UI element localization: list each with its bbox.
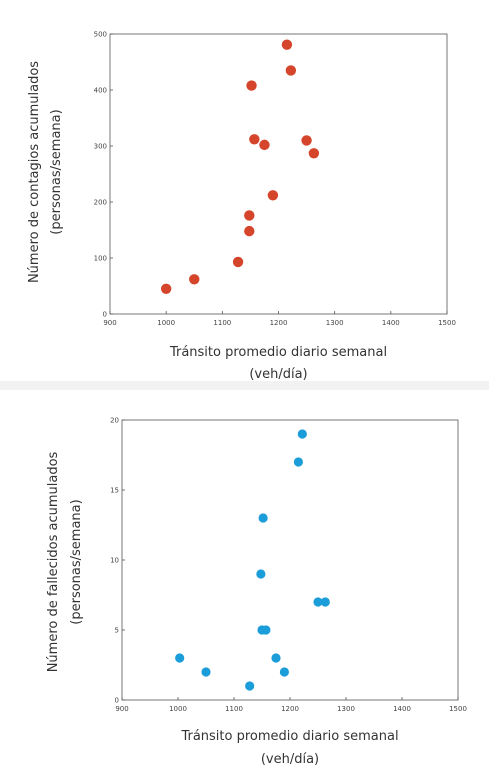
x-tick-label: 900 <box>115 705 128 713</box>
plot-area-frame <box>109 33 448 315</box>
y-tick-label: 10 <box>110 557 119 565</box>
x-tick-label: 1200 <box>270 319 288 327</box>
data-point <box>256 569 266 579</box>
x-tick-label: 1100 <box>213 319 231 327</box>
x-tick-label: 1500 <box>449 705 467 713</box>
x-tick-label: 1300 <box>326 319 344 327</box>
x-tick-label: 1400 <box>393 705 411 713</box>
y-tick-label: 200 <box>94 199 107 207</box>
y-tick-label: 100 <box>94 255 107 263</box>
data-point <box>232 256 244 268</box>
y-tick-label: 20 <box>110 417 119 425</box>
data-point <box>201 667 211 677</box>
y-tick-label: 500 <box>94 31 107 39</box>
data-point <box>279 667 289 677</box>
data-point <box>245 681 255 691</box>
x-axis-label: (veh/día) <box>249 367 307 381</box>
data-point <box>308 148 320 159</box>
data-point <box>189 274 200 285</box>
y-axis-label: Número de fallecidos acumulados <box>46 451 61 672</box>
data-point <box>160 283 172 294</box>
x-tick-label: 1000 <box>169 705 187 713</box>
y-tick-label: 5 <box>115 627 119 635</box>
data-point <box>297 429 307 439</box>
data-point <box>301 135 312 146</box>
data-point <box>281 39 293 50</box>
y-tick-label: 0 <box>103 311 107 319</box>
x-axis-label: (veh/día) <box>261 752 319 767</box>
scatter-chart-contagios: 900 1000 1100 1200 1300 1400 1500 0 100 200 300 400… <box>27 31 456 382</box>
y-tick-label: 300 <box>94 143 107 151</box>
data-point <box>267 190 279 201</box>
data-point <box>320 597 330 607</box>
y-tick-label: 15 <box>110 487 119 495</box>
data-point <box>258 513 268 523</box>
y-tick-label: 0 <box>115 697 119 705</box>
y-axis-label: (personas/semana) <box>49 109 64 234</box>
data-point <box>175 653 185 663</box>
data-point <box>244 225 255 237</box>
panel-divider <box>0 381 489 390</box>
data-point <box>249 134 260 145</box>
data-point <box>259 139 270 151</box>
data-point <box>285 65 297 76</box>
data-point <box>246 80 257 91</box>
data-point <box>293 457 303 467</box>
data-point <box>261 625 271 635</box>
x-tick-label: 1200 <box>281 705 299 713</box>
x-tick-label: 1400 <box>382 319 400 327</box>
x-tick-label: 1100 <box>225 705 243 713</box>
chart-panel-fallecidos: 900 1000 1100 1200 1300 1400 1500 0 5 10 15 20 Tráns… <box>0 390 489 768</box>
x-axis-label: Tránsito promedio diario semanal <box>169 345 387 360</box>
scatter-chart-fallecidos: 900 1000 1100 1200 1300 1400 1500 0 5 10 15 20 Tráns… <box>46 417 467 768</box>
data-point <box>313 597 323 607</box>
x-tick-label: 900 <box>103 319 116 327</box>
y-axis-label: Número de contagios acumulados <box>27 61 42 283</box>
plot-area-frame <box>121 419 459 701</box>
y-tick-label: 400 <box>94 87 107 95</box>
y-axis-label: (personas/semana) <box>69 499 84 624</box>
data-point <box>271 653 281 663</box>
x-tick-label: 1000 <box>157 319 175 327</box>
x-axis-label: Tránsito promedio diario semanal <box>180 729 398 744</box>
chart-panel-contagios: 900 1000 1100 1200 1300 1400 1500 0 100 200 300 400… <box>0 0 489 381</box>
x-tick-label: 1500 <box>438 319 456 327</box>
x-tick-label: 1300 <box>337 705 355 713</box>
data-point <box>244 210 255 221</box>
